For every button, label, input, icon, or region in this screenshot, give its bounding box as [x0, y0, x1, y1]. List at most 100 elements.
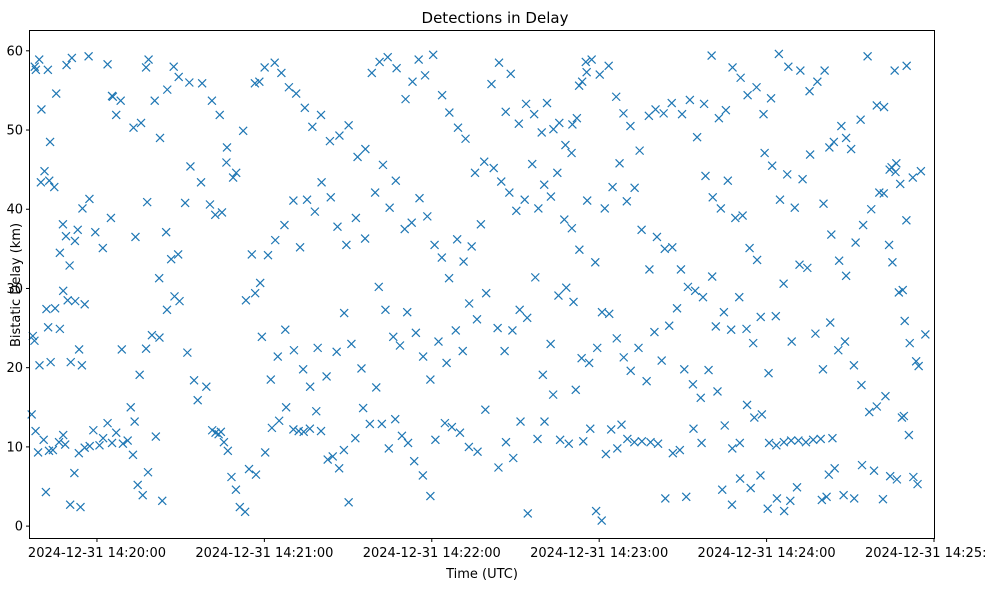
data-point [44, 323, 52, 331]
data-point [761, 149, 769, 157]
data-point [744, 91, 752, 99]
data-point [104, 60, 112, 68]
data-point [359, 404, 367, 412]
data-point [673, 304, 681, 312]
x-axis: 2024-12-31 14:20:00 2024-12-31 14:21:00 20… [28, 538, 986, 561]
data-point [301, 104, 309, 112]
data-point [517, 418, 525, 426]
data-point [421, 71, 429, 79]
data-point [786, 497, 794, 505]
data-point [570, 298, 578, 306]
x-tick-label: 2024-12-31 14:21:00 [195, 546, 333, 561]
data-point [494, 463, 502, 471]
data-point [59, 431, 67, 439]
data-point [261, 448, 269, 456]
data-point [530, 110, 538, 118]
data-point [410, 457, 418, 465]
data-point [354, 153, 362, 161]
data-point [591, 258, 599, 266]
x-tick-label: 2024-12-31 14:24:00 [698, 546, 836, 561]
data-point [167, 255, 175, 263]
data-point [818, 496, 826, 504]
data-point [71, 237, 79, 245]
data-point [850, 361, 858, 369]
data-point [248, 250, 256, 258]
data-point [693, 133, 701, 141]
data-point [392, 177, 400, 185]
data-point [652, 105, 660, 113]
data-point [277, 69, 285, 77]
data-point [780, 280, 788, 288]
data-point [708, 52, 716, 60]
data-point [271, 59, 279, 67]
data-point [78, 361, 86, 369]
data-point [104, 419, 112, 427]
data-point [917, 167, 925, 175]
data-point [806, 87, 814, 95]
data-point [342, 241, 350, 249]
data-point [361, 235, 369, 243]
data-point [45, 177, 53, 185]
data-point [764, 505, 772, 513]
data-point [136, 371, 144, 379]
data-point [445, 274, 453, 282]
data-point [522, 100, 530, 108]
data-point [881, 392, 889, 400]
data-point [873, 101, 881, 109]
data-point [494, 324, 502, 332]
data-point [654, 440, 662, 448]
data-point [37, 105, 45, 113]
data-point [176, 297, 184, 305]
data-point [783, 170, 791, 178]
data-point [613, 444, 621, 452]
data-point [524, 509, 532, 517]
data-point [847, 145, 855, 153]
data-point [698, 439, 706, 447]
data-point [454, 124, 462, 132]
data-point [823, 493, 831, 501]
data-point [217, 428, 225, 436]
data-point [351, 434, 359, 442]
data-point [528, 160, 536, 168]
data-point [565, 440, 573, 448]
data-point [441, 419, 449, 427]
data-point [242, 296, 250, 304]
plot-area [28, 31, 935, 539]
data-point [512, 207, 520, 215]
data-point [697, 394, 705, 402]
data-point [616, 159, 624, 167]
data-point [311, 208, 319, 216]
data-point [227, 473, 235, 481]
data-point [592, 507, 600, 515]
data-point [583, 68, 591, 76]
data-point [280, 221, 288, 229]
data-point [549, 391, 557, 399]
data-point [352, 214, 360, 222]
data-point [368, 69, 376, 77]
data-point [185, 78, 193, 86]
data-point [768, 162, 776, 170]
data-point [183, 349, 191, 357]
data-point [842, 272, 850, 280]
data-point [63, 61, 71, 69]
data-point [426, 492, 434, 500]
data-point [197, 178, 205, 186]
data-point [743, 325, 751, 333]
data-point [880, 189, 888, 197]
data-point [573, 114, 581, 122]
data-point [630, 438, 638, 446]
data-point [162, 228, 170, 236]
data-point [553, 169, 561, 177]
data-point [326, 137, 334, 145]
data-point [507, 70, 515, 78]
data-point [419, 353, 427, 361]
data-point [708, 273, 716, 281]
data-point [347, 340, 355, 348]
x-axis-label: Time (UTC) [445, 567, 518, 582]
data-point [108, 92, 116, 100]
data-point [391, 415, 399, 423]
data-point [223, 143, 231, 151]
data-point [623, 435, 631, 443]
data-point [416, 194, 424, 202]
data-point [819, 365, 827, 373]
